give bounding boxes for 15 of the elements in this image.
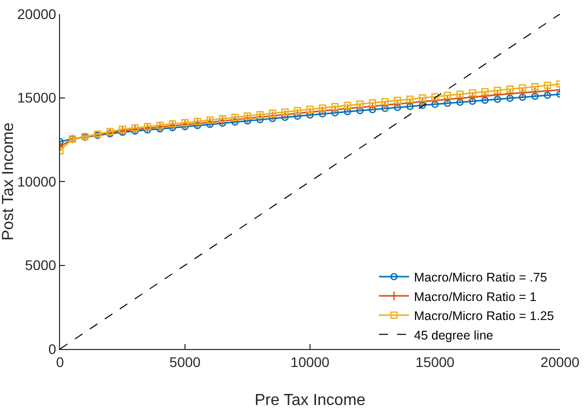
y-axis-title: Post Tax Income: [0, 122, 17, 240]
x-axis-title: Pre Tax Income: [254, 392, 366, 409]
x-tick-label: 15000: [416, 354, 455, 370]
x-tick-label: 5000: [169, 354, 201, 370]
y-tick-label: 15000: [17, 90, 56, 106]
legend-label: Macro/Micro Ratio = .75: [414, 270, 548, 284]
y-tick-label: 20000: [17, 6, 56, 22]
legend-label: 45 degree line: [414, 328, 494, 342]
legend-label: Macro/Micro Ratio = 1: [414, 290, 537, 304]
y-tick-label: 0: [48, 340, 56, 357]
y-tick-label: 10000: [17, 173, 56, 190]
legend-label: Macro/Micro Ratio = 1.25: [414, 309, 554, 323]
y-tick-label: 5000: [25, 257, 56, 274]
x-tick-label: 20000: [540, 354, 580, 370]
x-tick-label: 10000: [290, 354, 330, 370]
